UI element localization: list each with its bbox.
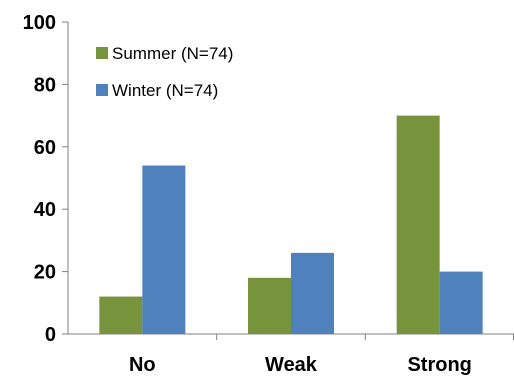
- legend-swatch: [96, 84, 108, 96]
- bar-winter-strong: [439, 271, 483, 334]
- y-tick-label: 60: [34, 137, 56, 159]
- legend-swatch: [96, 47, 108, 59]
- y-tick-label: 0: [45, 324, 56, 346]
- x-tick-label: Strong: [407, 354, 471, 376]
- y-axis-ticks: 0 20 40 60 80 100: [23, 12, 68, 346]
- bar-winter-weak: [291, 252, 334, 334]
- y-tick-label: 100: [23, 12, 56, 34]
- x-tick-label: Weak: [265, 354, 318, 376]
- legend: Summer (N=74) Winter (N=74): [96, 44, 233, 100]
- bar-winter-no: [142, 165, 186, 334]
- bar-summer-strong: [396, 115, 440, 334]
- x-tick-label: No: [129, 354, 156, 376]
- y-tick-label: 80: [34, 74, 56, 96]
- x-axis-labels: No Weak Strong: [129, 334, 514, 376]
- legend-label: Winter (N=74): [112, 81, 218, 100]
- bars: [99, 115, 483, 334]
- bar-summer-weak: [248, 277, 291, 334]
- bar-summer-no: [99, 296, 143, 334]
- y-tick-label: 20: [34, 262, 56, 284]
- legend-label: Summer (N=74): [112, 44, 233, 63]
- y-tick-label: 40: [34, 199, 56, 221]
